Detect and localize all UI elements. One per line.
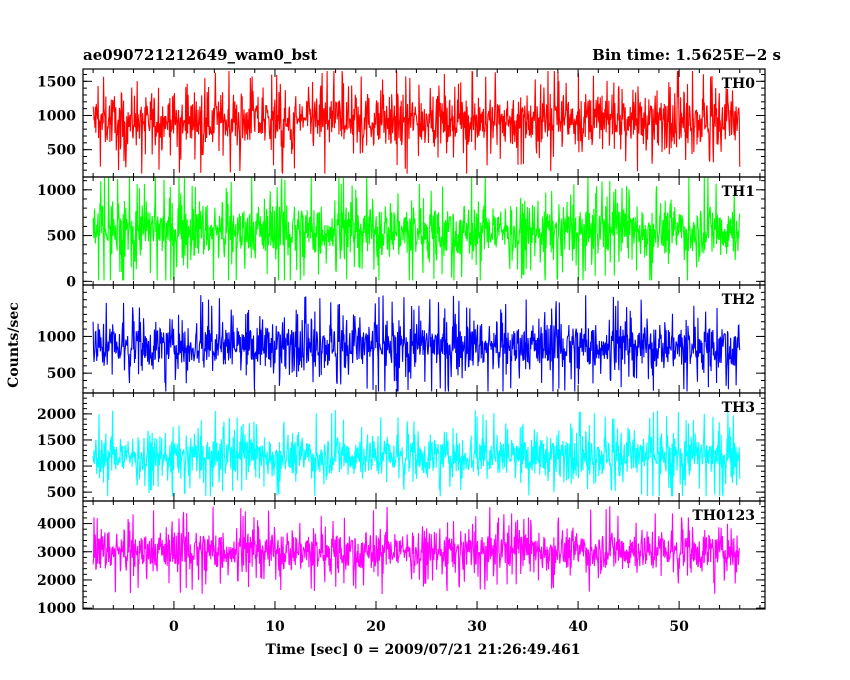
panel-th0: 500 1000 1500 TH0	[37, 68, 766, 178]
y-tick-label: 1000	[37, 329, 76, 345]
x-tick-label: 50	[669, 619, 689, 635]
panel-series-label: TH0123	[692, 508, 755, 524]
panel-frame	[82, 500, 766, 610]
panel-th2: 500 1000 TH2	[37, 284, 766, 394]
y-tick-label: 1500	[37, 433, 76, 449]
x-tick-label: 10	[265, 619, 285, 635]
y-tick-label: 500	[47, 143, 76, 159]
y-axis-label: Counts/sec	[6, 302, 22, 388]
series-line-th3	[92, 409, 741, 497]
y-tick-label: 500	[47, 485, 76, 501]
chart-title-right: Bin time: 1.5625E−2 s	[592, 46, 781, 64]
x-axis-label: Time [sec] 0 = 2009/07/21 21:26:49.461	[266, 642, 581, 658]
x-tick-label: 20	[366, 619, 386, 635]
panel-th0123: 1000 2000 3000 4000 TH0123	[37, 500, 766, 617]
panel-series-label: TH1	[722, 184, 755, 200]
x-tick-label: 0	[169, 619, 179, 635]
y-tick-label: 2000	[37, 573, 76, 589]
y-tick-label: 3000	[37, 545, 76, 561]
chart-title-left: ae090721212649_wam0_bst	[83, 46, 317, 64]
y-tick-label: 500	[47, 229, 76, 245]
panel-series-label: TH3	[722, 400, 755, 416]
x-tick-label: 40	[568, 619, 588, 635]
y-tick-label: 1000	[37, 108, 76, 124]
series-line-th0123	[92, 506, 740, 594]
y-tick-label: 1000	[37, 459, 76, 475]
y-tick-label: 2000	[37, 407, 76, 423]
panel-series-label: TH0	[722, 76, 756, 92]
y-tick-label: 500	[47, 366, 76, 382]
x-tick-label: 30	[467, 619, 487, 635]
y-tick-label: 1500	[37, 74, 76, 90]
panel-series-label: TH2	[722, 292, 755, 308]
x-axis: 0 10 20 30 40 50	[169, 619, 689, 635]
series-line-th0	[92, 70, 741, 174]
panel-th1: 0 500 1000 TH1	[37, 176, 766, 290]
series-line-th2	[92, 295, 741, 392]
panel-th3: 500 1000 1500 2000 TH3	[37, 392, 766, 502]
y-tick-label: 1000	[37, 601, 76, 617]
series-line-th1	[92, 177, 741, 281]
y-tick-label: 1000	[37, 183, 76, 199]
y-tick-label: 4000	[37, 517, 76, 533]
y-tick-label: 0	[66, 274, 76, 290]
